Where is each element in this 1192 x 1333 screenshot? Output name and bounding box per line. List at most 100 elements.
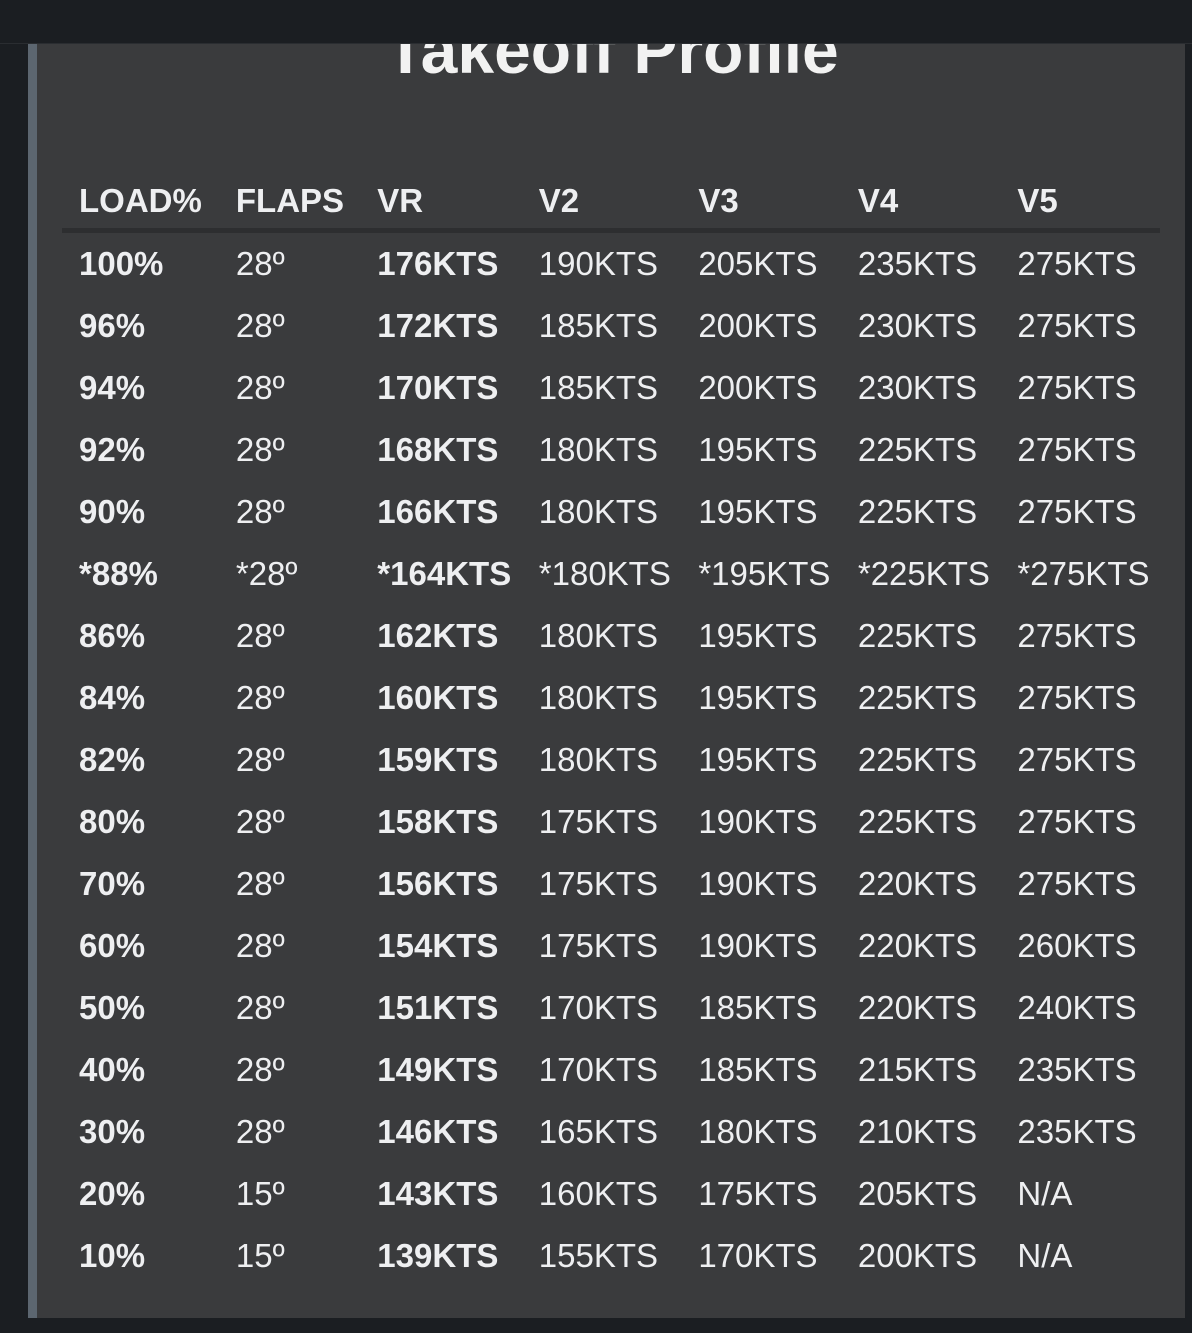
table-cell: 185KTS (538, 307, 659, 344)
table-cell: 180KTS (698, 1113, 818, 1150)
table-cell: 235KTS (1017, 1113, 1137, 1150)
table-cell: 143KTS (377, 1175, 499, 1212)
table-row: 94% 28º 170KTS 185KTS 200KTS 230KTS 275KTS (62, 357, 1160, 419)
table-cell: 230KTS (857, 369, 978, 406)
table-cell: 200KTS (857, 1237, 978, 1274)
table-cell: 275KTS (1017, 431, 1137, 468)
table-cell: 225KTS (857, 493, 978, 530)
table-cell: 225KTS (857, 679, 978, 716)
table-row: 84% 28º 160KTS 180KTS 195KTS 225KTS 275KTS (62, 667, 1160, 729)
table-scroll-container[interactable]: LOAD% FLAPS VR V2 V3 V4 V5 100% 28º 176KTS 190KTS… (62, 174, 1160, 1287)
table-cell: 28º (235, 741, 285, 778)
table-cell: 185KTS (538, 369, 659, 406)
table-row: 40% 28º 149KTS 170KTS 185KTS 215KTS 235KTS (62, 1039, 1160, 1101)
table-cell: 82% (79, 741, 146, 778)
table-cell: 275KTS (1017, 493, 1137, 530)
table-cell: 155KTS (538, 1237, 659, 1274)
table-cell: 28º (235, 803, 285, 840)
table-cell: 275KTS (1017, 679, 1137, 716)
table-cell: 92% (79, 431, 146, 468)
table-cell: 154KTS (377, 927, 499, 964)
table-cell: *225KTS (857, 555, 990, 592)
table-row: 90% 28º 166KTS 180KTS 195KTS 225KTS 275KTS (62, 481, 1160, 543)
table-cell: 28º (235, 493, 285, 530)
table-cell: 146KTS (377, 1113, 499, 1150)
table-cell: 151KTS (377, 989, 499, 1026)
table-cell: 195KTS (698, 493, 818, 530)
table-cell: 195KTS (698, 617, 818, 654)
table-cell: 86% (79, 617, 146, 654)
table-cell: 240KTS (1017, 989, 1137, 1026)
table-cell: 15º (235, 1237, 285, 1274)
takeoff-profile-panel: Takeoff Profile LOAD% FLAPS VR V2 V3 V4 V5 100… (37, 44, 1185, 1318)
table-cell: 170KTS (538, 1051, 659, 1088)
table-row: *88% *28º *164KTS *180KTS *195KTS *225KTS *275… (62, 543, 1160, 605)
table-cell: 190KTS (698, 927, 818, 964)
table-cell: 166KTS (377, 493, 499, 530)
table-cell: 275KTS (1017, 617, 1137, 654)
column-header-v5: V5 (1000, 174, 1160, 233)
table-cell: 260KTS (1017, 927, 1137, 964)
table-cell: 28º (235, 865, 285, 902)
table-row: 20% 15º 143KTS 160KTS 175KTS 205KTS N/A (62, 1163, 1160, 1225)
table-cell: 210KTS (857, 1113, 978, 1150)
table-cell: 28º (235, 1113, 285, 1150)
table-cell: 195KTS (698, 431, 818, 468)
table-cell: 28º (235, 431, 285, 468)
table-cell: 180KTS (538, 431, 659, 468)
table-row: 30% 28º 146KTS 165KTS 180KTS 210KTS 235KTS (62, 1101, 1160, 1163)
table-cell: 40% (79, 1051, 146, 1088)
table-row: 60% 28º 154KTS 175KTS 190KTS 220KTS 260KTS (62, 915, 1160, 977)
table-row: 100% 28º 176KTS 190KTS 205KTS 235KTS 275KTS (62, 231, 1160, 296)
table-cell: 15º (235, 1175, 285, 1212)
column-header-vr: VR (360, 174, 522, 233)
page-title: Takeoff Profile (385, 44, 839, 87)
table-cell: *164KTS (377, 555, 512, 592)
table-cell: 149KTS (377, 1051, 499, 1088)
column-header-v2: V2 (521, 174, 682, 233)
table-cell: 84% (79, 679, 146, 716)
table-cell: 200KTS (698, 369, 818, 406)
table-cell: 139KTS (377, 1237, 499, 1274)
table-cell: 195KTS (698, 679, 818, 716)
table-row: 82% 28º 159KTS 180KTS 195KTS 225KTS 275KTS (62, 729, 1160, 791)
table-row: 50% 28º 151KTS 170KTS 185KTS 220KTS 240KTS (62, 977, 1160, 1039)
table-cell: 96% (79, 307, 146, 344)
table-cell: 275KTS (1017, 803, 1137, 840)
table-cell: 28º (235, 1051, 285, 1088)
table-cell: 275KTS (1017, 307, 1137, 344)
table-cell: 220KTS (857, 927, 978, 964)
table-cell: 28º (235, 927, 285, 964)
table-cell: 158KTS (377, 803, 499, 840)
table-cell: *28º (235, 555, 298, 592)
table-cell: 156KTS (377, 865, 499, 902)
table-cell: 50% (79, 989, 146, 1026)
table-cell: *195KTS (698, 555, 831, 592)
table-cell: 225KTS (857, 431, 978, 468)
table-cell: *88% (79, 555, 158, 592)
table-cell: 175KTS (538, 927, 659, 964)
table-row: 10% 15º 139KTS 155KTS 170KTS 200KTS N/A (62, 1225, 1160, 1287)
table-cell: *180KTS (538, 555, 671, 592)
table-cell: 28º (235, 369, 285, 406)
top-bar (0, 0, 1192, 44)
table-cell: 10% (79, 1237, 146, 1274)
table-cell: 185KTS (698, 989, 818, 1026)
table-cell: 175KTS (538, 803, 659, 840)
table-cell: 205KTS (857, 1175, 978, 1212)
column-header-v4: V4 (840, 174, 1001, 233)
table-cell: 220KTS (857, 865, 978, 902)
table-cell: 185KTS (698, 1051, 818, 1088)
table-cell: 28º (235, 989, 285, 1026)
table-cell: 28º (235, 307, 285, 344)
table-cell: 180KTS (538, 493, 659, 530)
table-cell: 175KTS (698, 1175, 818, 1212)
table-cell: 28º (235, 679, 285, 716)
table-header-row: LOAD% FLAPS VR V2 V3 V4 V5 (62, 174, 1160, 233)
table-cell: 195KTS (698, 741, 818, 778)
table-cell: 170KTS (538, 989, 659, 1026)
table-cell: 190KTS (698, 803, 818, 840)
table-cell: 80% (79, 803, 146, 840)
table-cell: 235KTS (857, 245, 978, 282)
table-cell: 100% (79, 245, 164, 282)
